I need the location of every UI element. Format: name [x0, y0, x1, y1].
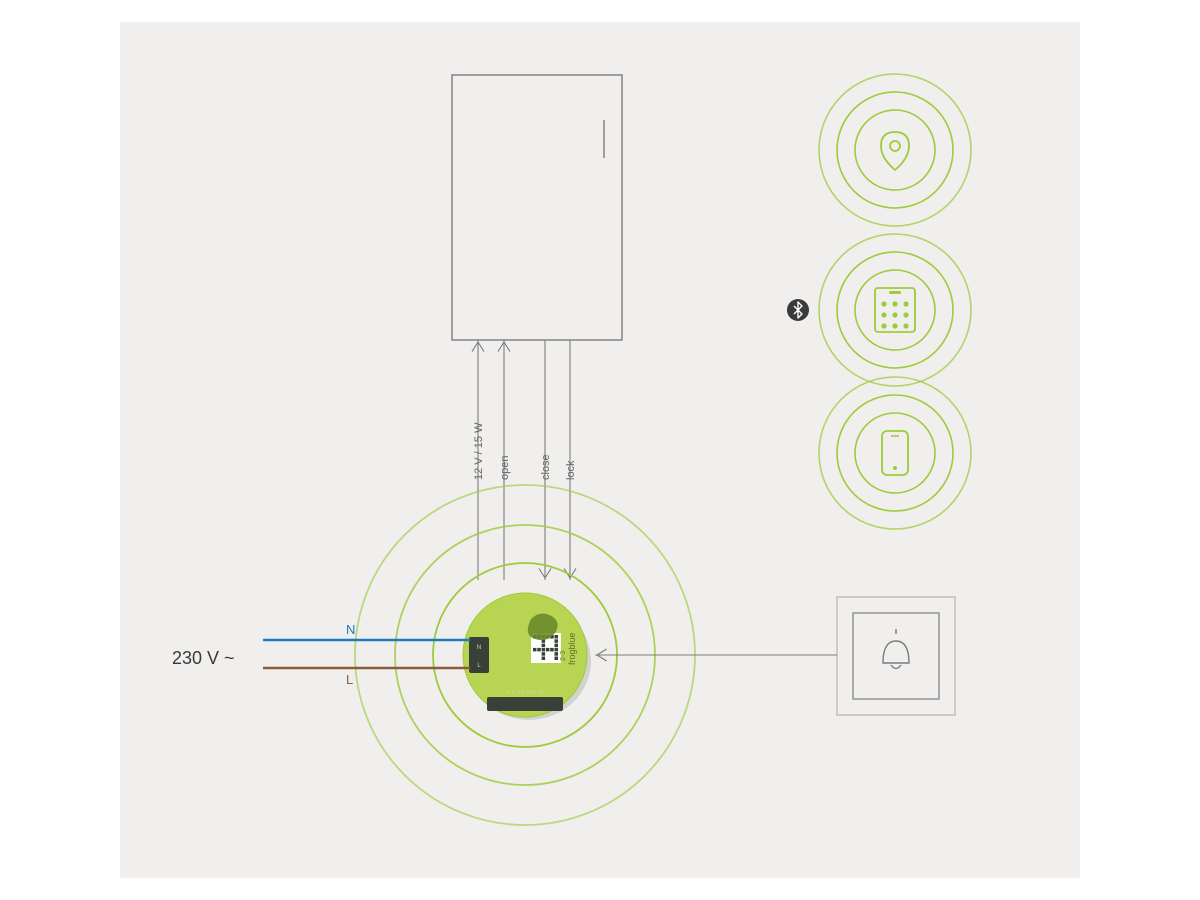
wire-label-2: close [540, 454, 552, 480]
diagram-svg: N Lfrogblue2-3 3 1r 1ic 01P 10 [0, 0, 1200, 900]
l-wire-label: L [346, 672, 353, 687]
module-bottom-text: 3 1r 1ic 01P 10 [507, 690, 544, 696]
side-icon-ring-1 [855, 270, 935, 350]
module-terminal-bottom [487, 697, 563, 711]
side-ripple-1-1 [819, 234, 971, 386]
wire-label-0: 12 V / 15 W [473, 423, 485, 480]
side-icon-location [881, 132, 909, 170]
module-brand: frogblue [567, 632, 577, 665]
bell-switch-outer [837, 597, 955, 715]
side-icon-keypad [875, 288, 915, 332]
bell-clapper [891, 665, 901, 669]
bell-icon [883, 641, 909, 663]
n-wire-label: N [346, 622, 355, 637]
door-outline [452, 75, 622, 340]
module-model: 2-3 [560, 651, 567, 661]
wire-label-1: open [499, 456, 511, 480]
wire-label-3: lock [565, 460, 577, 480]
side-ripple-2-1 [819, 377, 971, 529]
bell-switch-inner [853, 613, 939, 699]
mains-voltage-label: 230 V ~ [172, 648, 235, 669]
side-icon-phone [882, 431, 908, 475]
side-icon-ring-2 [855, 413, 935, 493]
side-icon-ring-0 [855, 110, 935, 190]
module-terminal-n: N [477, 645, 481, 651]
side-ripple-0-1 [819, 74, 971, 226]
